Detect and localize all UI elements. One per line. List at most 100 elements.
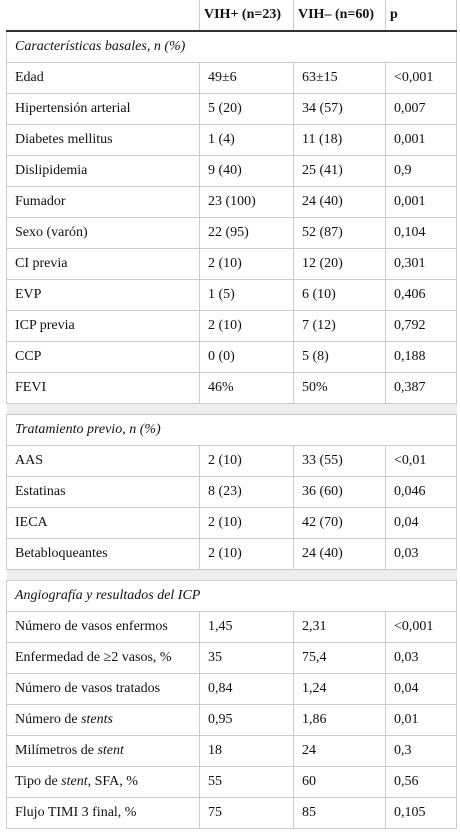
value-cell: 63±15 [293, 62, 386, 94]
spacer-cell [6, 403, 457, 415]
spacer-row [6, 569, 457, 581]
value-cell: 0,84 [199, 673, 294, 705]
value-cell: 7 (12) [293, 310, 386, 342]
label-part: Número de [15, 712, 82, 727]
value-cell: 0 (0) [199, 341, 294, 373]
data-row: FEVI 46% 50% 0,387 [6, 372, 457, 404]
row-label: ICP previa [6, 310, 200, 342]
header-row: VIH+ (n=23) VIH– (n=60) p [6, 0, 457, 32]
value-cell: 9 (40) [199, 155, 294, 187]
value-cell: <0,01 [385, 445, 457, 477]
row-label: Edad [6, 62, 200, 94]
row-label: CI previa [6, 248, 200, 280]
row-label: Milímetros de stent [6, 735, 200, 767]
data-row: Estatinas 8 (23) 36 (60) 0,046 [6, 476, 457, 508]
value-cell: 2,31 [293, 611, 386, 643]
header-cell: p [385, 0, 457, 32]
data-row: Número de stents 0,95 1,86 0,01 [6, 704, 457, 736]
data-row: ICP previa 2 (10) 7 (12) 0,792 [6, 310, 457, 342]
row-label: Número de vasos enfermos [6, 611, 200, 643]
row-label: Tipo de stent, SFA, % [6, 766, 200, 798]
value-cell: 0,792 [385, 310, 457, 342]
data-row: Diabetes mellitus 1 (4) 11 (18) 0,001 [6, 124, 457, 156]
row-label: Fumador [6, 186, 200, 218]
data-row: Enfermedad de ≥2 vasos, % 35 75,4 0,03 [6, 642, 457, 674]
value-cell: 1,86 [293, 704, 386, 736]
row-label: Flujo TIMI 3 final, % [6, 797, 200, 829]
label-part: stent [61, 774, 88, 789]
value-cell: 0,387 [385, 372, 457, 404]
header-cell: VIH+ (n=23) [199, 0, 294, 32]
section-title: Tratamiento previo, n (%) [6, 414, 457, 446]
value-cell: 0,104 [385, 217, 457, 249]
value-cell: 50% [293, 372, 386, 404]
value-cell: 0,04 [385, 673, 457, 705]
value-cell: 0,406 [385, 279, 457, 311]
label-part: Milímetros de [15, 743, 98, 758]
value-cell: 8 (23) [199, 476, 294, 508]
value-cell: 34 (57) [293, 93, 386, 125]
value-cell: 75 [199, 797, 294, 829]
data-row: Dislipidemia 9 (40) 25 (41) 0,9 [6, 155, 457, 187]
value-cell: 0,01 [385, 704, 457, 736]
value-cell: 0,03 [385, 642, 457, 674]
value-cell: 0,001 [385, 186, 457, 218]
value-cell: <0,001 [385, 611, 457, 643]
row-label: Betabloqueantes [6, 538, 200, 570]
value-cell: 33 (55) [293, 445, 386, 477]
value-cell: 24 (40) [293, 538, 386, 570]
data-row: IECA 2 (10) 42 (70) 0,04 [6, 507, 457, 539]
value-cell: 24 (40) [293, 186, 386, 218]
row-label: Sexo (varón) [6, 217, 200, 249]
value-cell: 1 (5) [199, 279, 294, 311]
row-label: Número de vasos tratados [6, 673, 200, 705]
section-row: Características basales, n (%) [6, 30, 457, 63]
value-cell: 85 [293, 797, 386, 829]
data-row: EVP 1 (5) 6 (10) 0,406 [6, 279, 457, 311]
value-cell: 0,9 [385, 155, 457, 187]
row-label: Enfermedad de ≥2 vasos, % [6, 642, 200, 674]
value-cell: 24 [293, 735, 386, 767]
value-cell: 2 (10) [199, 507, 294, 539]
row-label: EVP [6, 279, 200, 311]
spacer-cell [6, 569, 457, 581]
value-cell: 0,04 [385, 507, 457, 539]
value-cell: 2 (10) [199, 538, 294, 570]
data-table: VIH+ (n=23) VIH– (n=60) p Características … [6, 0, 457, 829]
value-cell: 25 (41) [293, 155, 386, 187]
value-cell: 0,105 [385, 797, 457, 829]
row-label: FEVI [6, 372, 200, 404]
section-title: Características basales, n (%) [6, 30, 457, 63]
value-cell: 23 (100) [199, 186, 294, 218]
data-row: Número de vasos enfermos 1,45 2,31 <0,001 [6, 611, 457, 643]
value-cell: 0,007 [385, 93, 457, 125]
value-cell: 18 [199, 735, 294, 767]
spacer-row [6, 403, 457, 415]
header-cell: VIH– (n=60) [293, 0, 386, 32]
data-row: Betabloqueantes 2 (10) 24 (40) 0,03 [6, 538, 457, 570]
label-part: , SFA, % [87, 774, 138, 789]
row-label: Dislipidemia [6, 155, 200, 187]
row-label: Hipertensión arterial [6, 93, 200, 125]
value-cell: 0,046 [385, 476, 457, 508]
value-cell: 0,301 [385, 248, 457, 280]
row-label: Número de stents [6, 704, 200, 736]
value-cell: 1 (4) [199, 124, 294, 156]
value-cell: 0,56 [385, 766, 457, 798]
data-row: Tipo de stent, SFA, % 55 60 0,56 [6, 766, 457, 798]
value-cell: 0,188 [385, 341, 457, 373]
value-cell: 2 (10) [199, 445, 294, 477]
section-title: Angiografía y resultados del ICP [6, 580, 457, 612]
value-cell: 75,4 [293, 642, 386, 674]
value-cell: 1,24 [293, 673, 386, 705]
value-cell: 46% [199, 372, 294, 404]
data-row: Hipertensión arterial 5 (20) 34 (57) 0,007 [6, 93, 457, 125]
data-row: Sexo (varón) 22 (95) 52 (87) 0,104 [6, 217, 457, 249]
data-row: Edad 49±6 63±15 <0,001 [6, 62, 457, 94]
value-cell: 1,45 [199, 611, 294, 643]
value-cell: 52 (87) [293, 217, 386, 249]
header-cell [6, 0, 200, 32]
value-cell: 22 (95) [199, 217, 294, 249]
data-row: Fumador 23 (100) 24 (40) 0,001 [6, 186, 457, 218]
